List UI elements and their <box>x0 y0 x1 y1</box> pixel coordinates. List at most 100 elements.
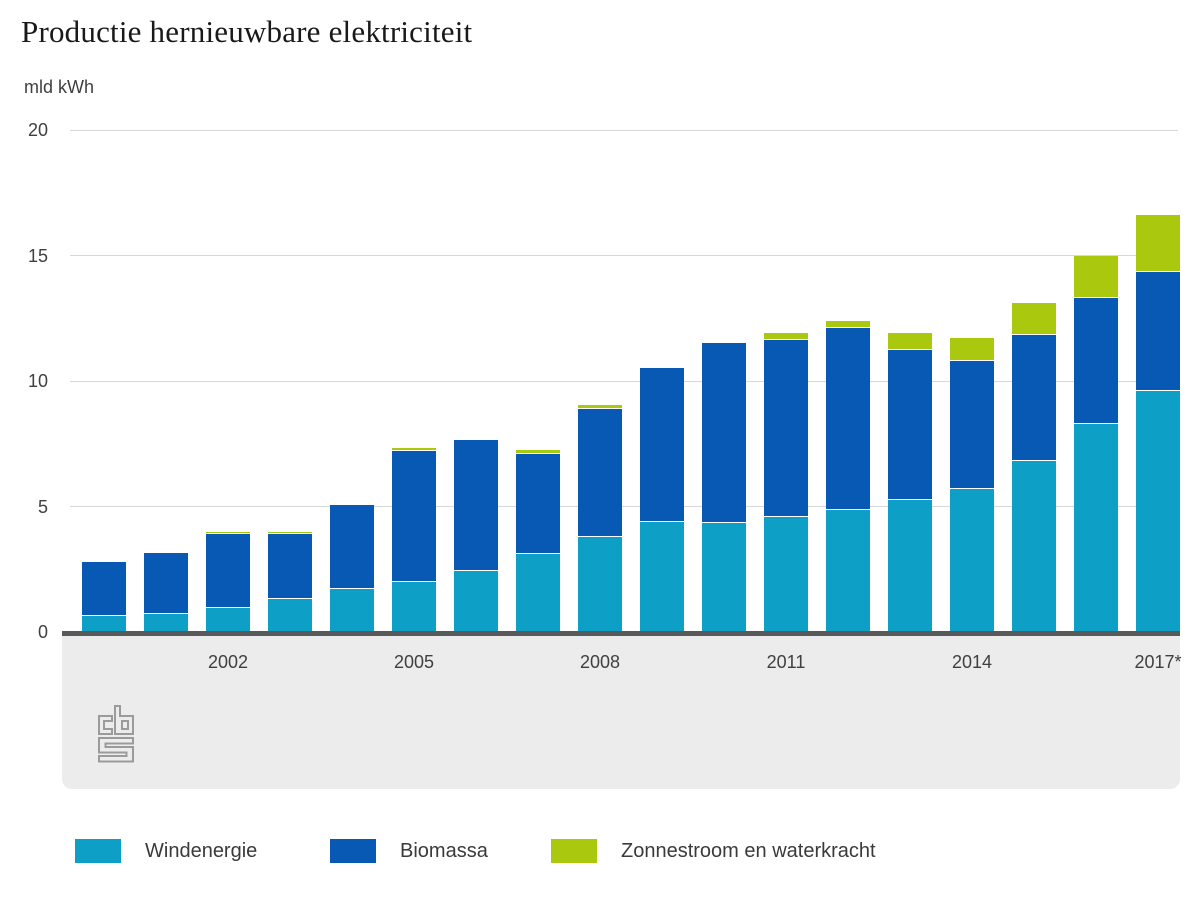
bar-2003 <box>268 531 312 632</box>
bar-segment-2007-zonnestroom-en-waterkracht <box>516 450 560 454</box>
bar-segment-2001-windenergie <box>144 614 188 632</box>
bar-segment-2013-biomassa <box>888 349 932 501</box>
bar-2000 <box>82 561 126 632</box>
bar-segment-2015-zonnestroom-en-waterkracht <box>1012 303 1056 335</box>
bar-segment-2008-biomassa <box>578 408 622 537</box>
bar-segment-2005-biomassa <box>392 451 436 582</box>
bar-2013 <box>888 333 932 632</box>
bar-segment-2002-biomassa <box>206 534 250 609</box>
bar-segment-2014-windenergie <box>950 488 994 632</box>
cbs-logo <box>98 705 134 763</box>
bar-segment-2006-biomassa <box>454 440 498 571</box>
legend-item-biomassa: Biomassa <box>330 839 488 863</box>
bar-segment-2017-windenergie <box>1136 391 1180 632</box>
legend-swatch <box>75 839 121 863</box>
bar-segment-2002-windenergie <box>206 608 250 632</box>
legend-label: Windenergie <box>145 839 258 862</box>
gridline-10 <box>70 380 1178 382</box>
bar-2007 <box>516 450 560 632</box>
x-tick-label-2014: 2014 <box>951 652 993 672</box>
bar-segment-2008-zonnestroom-en-waterkracht <box>578 404 622 409</box>
bar-segment-2013-windenergie <box>888 500 932 632</box>
legend-label: Biomassa <box>400 839 488 862</box>
bar-2014 <box>950 338 994 632</box>
bar-2006 <box>454 440 498 632</box>
bar-2004 <box>330 505 374 632</box>
bar-segment-2007-biomassa <box>516 453 560 555</box>
legend-swatch <box>330 839 376 863</box>
legend-label: Zonnestroom en waterkracht <box>621 839 876 862</box>
bar-2002 <box>206 531 250 632</box>
bar-segment-2014-biomassa <box>950 360 994 489</box>
bar-2008 <box>578 404 622 632</box>
bar-segment-2011-biomassa <box>764 339 808 517</box>
bar-segment-2009-windenergie <box>640 521 684 632</box>
bar-segment-2012-biomassa <box>826 328 870 511</box>
bar-segment-2017-zonnestroom-en-waterkracht <box>1136 215 1180 272</box>
bar-segment-2017-biomassa <box>1136 271 1180 392</box>
legend: Windenergie Biomassa Zonnestroom en waterk… <box>0 839 1200 869</box>
y-axis-unit-label: mld kWh <box>24 77 95 97</box>
bar-segment-2010-biomassa <box>702 343 746 523</box>
bar-2009 <box>640 368 684 632</box>
x-axis-band <box>62 636 1180 789</box>
bar-segment-2012-windenergie <box>826 510 870 632</box>
bar-segment-2001-biomassa <box>144 552 188 615</box>
bar-segment-2013-zonnestroom-en-waterkracht <box>888 333 932 350</box>
x-tick-label-2008: 2008 <box>579 652 621 672</box>
bar-2005 <box>392 447 436 632</box>
gridline-15 <box>70 255 1178 256</box>
chart-title: Productie hernieuwbare elektriciteit <box>21 14 473 49</box>
y-tick-label-20: 20 <box>27 120 48 140</box>
x-tick-label-2017: 2017* <box>1134 652 1182 672</box>
bar-segment-2011-windenergie <box>764 516 808 632</box>
bar-segment-2004-windenergie <box>330 589 374 632</box>
bar-segment-2000-biomassa <box>82 561 126 616</box>
bar-segment-2005-zonnestroom-en-waterkracht <box>392 447 436 452</box>
bar-segment-2004-biomassa <box>330 505 374 590</box>
bar-segment-2015-biomassa <box>1012 334 1056 462</box>
cbs-logo-s <box>98 737 134 763</box>
bar-segment-2003-biomassa <box>268 534 312 600</box>
gridline-20 <box>70 129 1178 131</box>
y-tick-label-15: 15 <box>27 245 48 266</box>
bar-segment-2014-zonnestroom-en-waterkracht <box>950 338 994 361</box>
cbs-logo-b-counter <box>121 720 129 730</box>
bar-segment-2007-windenergie <box>516 554 560 632</box>
bar-segment-2016-biomassa <box>1074 298 1118 424</box>
bar-segment-2003-zonnestroom-en-waterkracht <box>268 531 312 535</box>
y-tick-label-10: 10 <box>27 371 48 391</box>
legend-item-zonnestroom-en-waterkracht: Zonnestroom en waterkracht <box>551 839 876 863</box>
bar-2012 <box>826 320 870 632</box>
bar-2016 <box>1074 255 1118 632</box>
bar-segment-2016-windenergie <box>1074 423 1118 632</box>
y-tick-label-5: 5 <box>37 496 48 517</box>
y-tick-label-0: 0 <box>37 622 48 642</box>
bar-segment-2000-windenergie <box>82 615 126 632</box>
bar-segment-2011-zonnestroom-en-waterkracht <box>764 333 808 340</box>
cbs-logo-b <box>114 705 134 735</box>
bar-segment-2003-windenergie <box>268 599 312 632</box>
bar-segment-2002-zonnestroom-en-waterkracht <box>206 531 250 535</box>
bar-2011 <box>764 333 808 632</box>
bar-segment-2012-zonnestroom-en-waterkracht <box>826 320 870 329</box>
x-tick-label-2005: 2005 <box>393 652 435 672</box>
bar-segment-2016-zonnestroom-en-waterkracht <box>1074 255 1118 299</box>
x-tick-label-2011: 2011 <box>766 652 806 672</box>
bar-2017 <box>1136 215 1180 632</box>
bar-segment-2006-windenergie <box>454 570 498 632</box>
bar-2010 <box>702 343 746 632</box>
bar-2001 <box>144 552 188 632</box>
bar-segment-2009-biomassa <box>640 368 684 522</box>
gridline-5 <box>70 506 1178 507</box>
bar-segment-2008-windenergie <box>578 536 622 632</box>
bar-segment-2010-windenergie <box>702 522 746 632</box>
x-tick-label-2002: 2002 <box>207 652 249 672</box>
bar-segment-2005-windenergie <box>392 581 436 632</box>
x-axis-line <box>62 631 1180 636</box>
bar-2015 <box>1012 303 1056 632</box>
legend-swatch <box>551 839 597 863</box>
legend-item-windenergie: Windenergie <box>75 839 257 863</box>
bar-segment-2015-windenergie <box>1012 461 1056 632</box>
